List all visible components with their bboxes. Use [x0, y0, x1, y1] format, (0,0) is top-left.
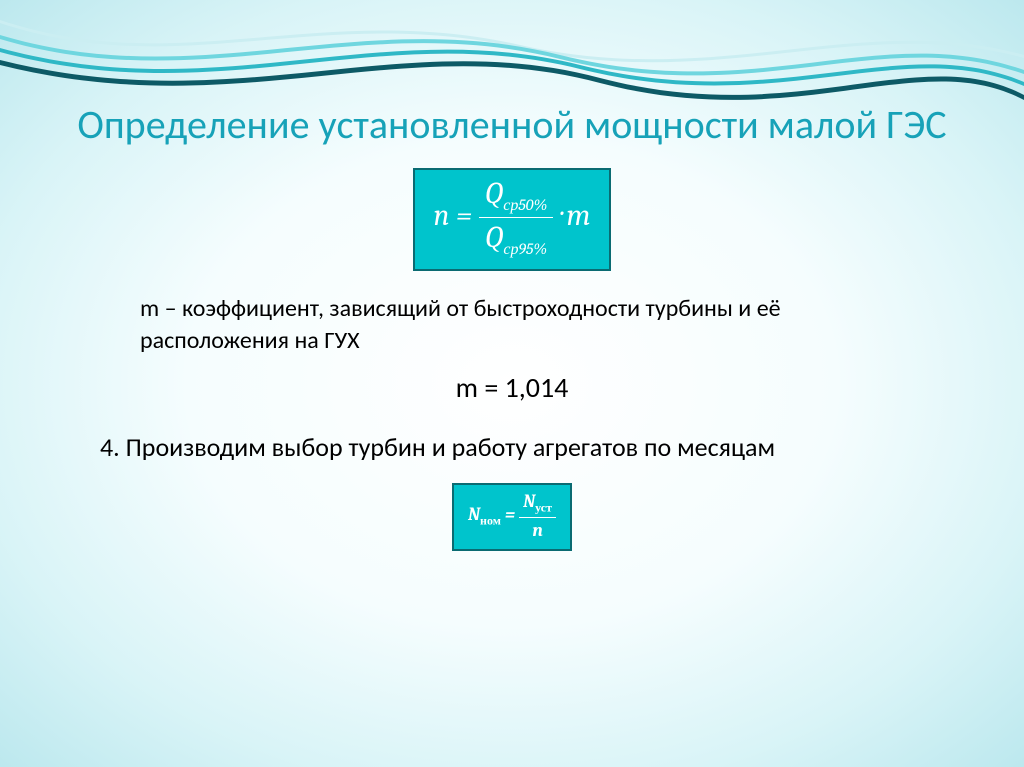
f1-den-sub: ср95% [503, 240, 547, 258]
slide-title: Определение установленной мощности малой… [60, 100, 964, 150]
coefficient-text: m – коэффициент, зависящий от быстроходн… [140, 293, 924, 358]
f2-lhs-sym: N [468, 504, 480, 525]
m-value: m = 1,014 [60, 370, 964, 405]
f1-eq: = [456, 198, 479, 233]
f2-den-sym: n [532, 520, 542, 541]
formula-1-wrap: n = Qср50% Qср95% · m [60, 168, 964, 271]
f2-eq: = [505, 504, 519, 525]
f2-fraction: Nуст n [519, 491, 556, 542]
formula-2-box: Nном = Nуст n [452, 483, 572, 552]
slide-content: Определение установленной мощности малой… [0, 0, 1024, 551]
f1-num-sub: ср50% [503, 196, 547, 214]
f1-den-sym: Q [485, 220, 504, 255]
formula-2-wrap: Nном = Nуст n [60, 483, 964, 552]
f2-lhs-sub: ном [480, 514, 501, 528]
f1-num-sym: Q [485, 176, 504, 211]
f1-lhs: n [433, 198, 449, 233]
f2-num-sym: N [523, 491, 535, 512]
f1-fraction: Qср50% Qср95% [479, 176, 554, 259]
formula-1-box: n = Qср50% Qср95% · m [413, 168, 610, 271]
f2-num-sub: уст [535, 500, 552, 514]
step-4-text: 4. Производим выбор турбин и работу агре… [100, 431, 934, 463]
f1-tail: · m [560, 198, 591, 233]
